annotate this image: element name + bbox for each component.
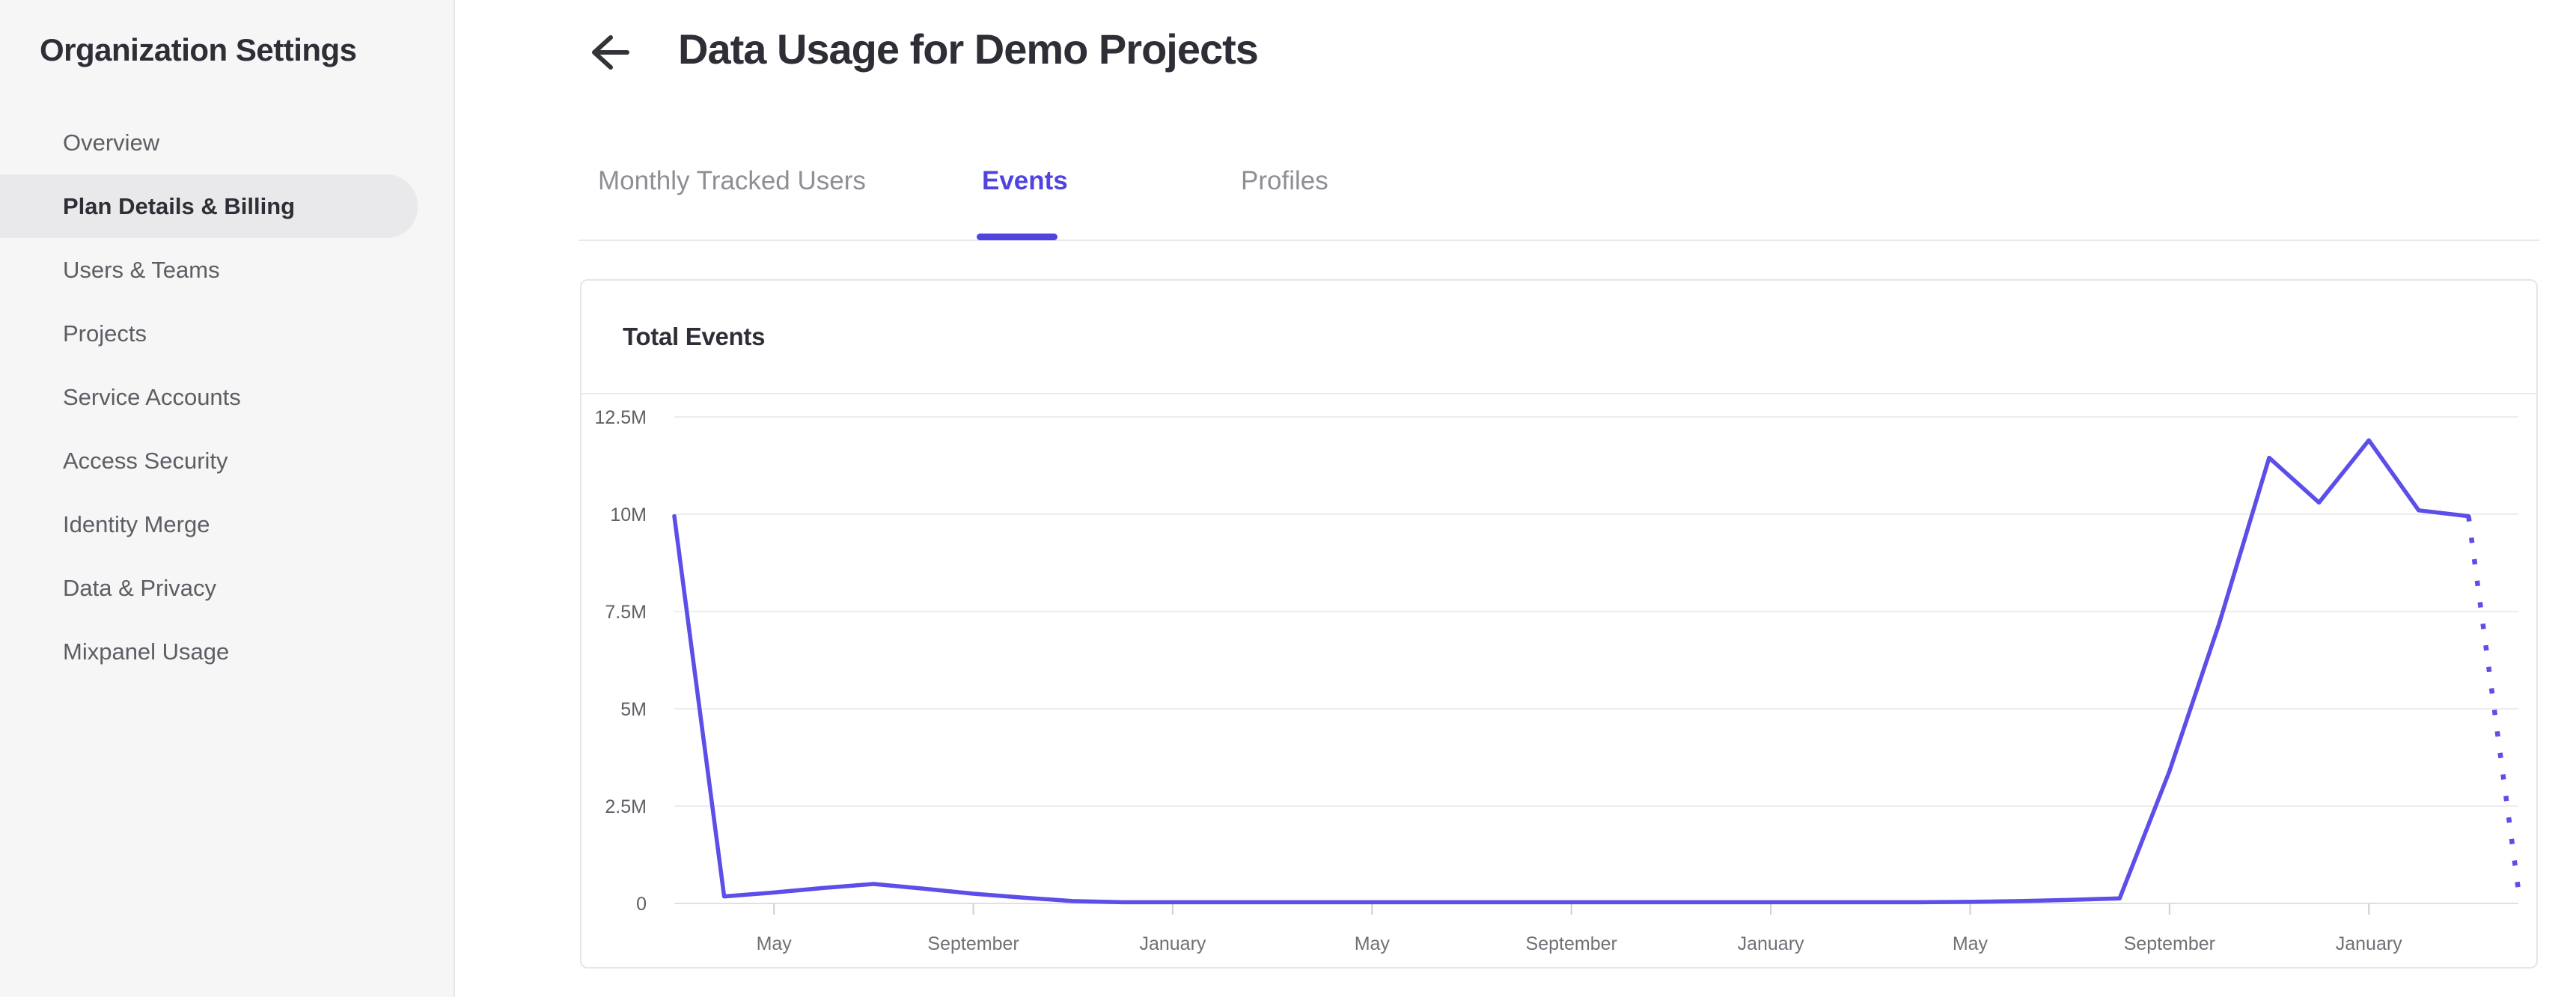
sidebar-item-overview[interactable]: Overview [63,129,160,156]
sidebar: Organization Settings Overview Plan Detai… [0,0,455,997]
total-events-card: Total Events 12.5M 10M 7.5M 5M 2.5M 0 May Septe… [580,279,2538,969]
sidebar-item-identity-merge[interactable]: Identity Merge [63,510,210,537]
y-axis-label: 2.5M [605,796,647,817]
tab-monthly-tracked-users[interactable]: Monthly Tracked Users [598,166,866,195]
y-axis-label: 5M [620,699,647,720]
sidebar-item-users-and-teams[interactable]: Users & Teams [63,256,220,283]
y-axis-label: 7.5M [605,602,647,623]
card-header-divider [582,393,2536,394]
sidebar-nav: Overview Plan Details & Billing Users & Te… [0,111,454,683]
sidebar-title: Organization Settings [40,32,357,67]
tab-profiles[interactable]: Profiles [1241,166,1328,195]
x-axis-label: January [1139,933,1206,954]
active-tab-underline [977,234,1057,240]
y-axis-label: 12.5M [595,407,647,428]
tab-divider [579,240,2539,241]
sidebar-item-projects[interactable]: Projects [63,320,147,347]
sidebar-item-data-and-privacy[interactable]: Data & Privacy [63,574,217,601]
y-axis-label: 10M [610,504,647,525]
card-title: Total Events [623,323,766,350]
back-button[interactable] [590,33,632,72]
events-line-projected-segment [2466,516,2521,891]
back-arrow-icon [592,35,629,70]
sidebar-item-mixpanel-usage[interactable]: Mixpanel Usage [63,638,230,665]
events-line-series [672,438,2471,905]
x-axis-label: September [927,933,1019,954]
x-axis-label: May [757,933,793,954]
page-title: Data Usage for Demo Projects [678,25,1259,73]
sidebar-item-plan-details-and-billing[interactable]: Plan Details & Billing [0,174,418,238]
x-axis-label: September [1526,933,1617,954]
y-axis-label: 0 [636,894,647,915]
x-axis-label: January [2336,933,2402,954]
x-axis-label: September [2124,933,2215,954]
x-axis-label: January [1738,933,1804,954]
sidebar-item-access-security[interactable]: Access Security [63,447,228,474]
x-axis-label: May [1953,933,1989,954]
x-axis-label: May [1355,933,1391,954]
total-events-line-chart: 12.5M 10M 7.5M 5M 2.5M 0 May September January Ma… [595,407,2521,954]
sidebar-item-service-accounts[interactable]: Service Accounts [63,383,241,410]
tab-events[interactable]: Events [982,166,1068,195]
